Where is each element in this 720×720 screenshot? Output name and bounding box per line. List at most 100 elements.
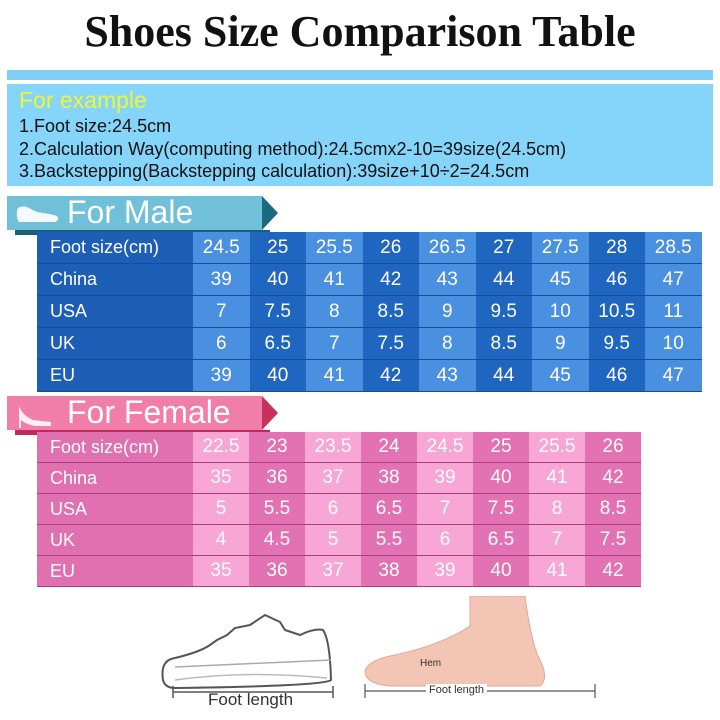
size-cell: 6.5 [249,327,306,360]
foot-size-cell: 23.5 [305,432,361,463]
size-cell: 7.5 [249,295,306,328]
shoe-foot-length-label: Foot length [208,690,294,709]
size-cell: 41 [306,263,363,296]
size-cell: 39 [193,263,250,296]
foot-size-cell: 23 [249,432,305,463]
size-cell: 45 [532,263,589,296]
size-cell: 5 [305,524,361,556]
foot-size-cell: 22.5 [193,432,249,463]
size-cell: 9 [532,327,589,360]
size-cell: 11 [645,295,702,328]
shoe-illustration [161,613,334,698]
size-cell: 6 [417,524,473,556]
row-label: UK [37,524,193,556]
size-cell: 5.5 [249,493,305,525]
size-cell: 7 [417,493,473,525]
size-cell: 39 [193,359,250,392]
size-cell: 35 [193,462,249,494]
size-cell: 40 [473,462,529,494]
size-cell: 7.5 [585,524,641,556]
male-table-row: UK 6 6.5 7 7.5 8 8.5 9 9.5 10 [37,327,702,360]
foot-size-cell: 26.5 [419,232,476,264]
size-cell: 42 [362,263,419,296]
foot-size-cell: 25 [473,432,529,463]
size-cell: 44 [475,359,532,392]
foot-size-cell: 27 [475,232,532,264]
size-cell: 10 [532,295,589,328]
size-cell: 37 [305,462,361,494]
size-cell: 7.5 [362,327,419,360]
size-cell: 10.5 [588,295,645,328]
size-cell: 4 [193,524,249,556]
size-cell: 10 [645,327,702,360]
foot-size-cell: 26 [585,432,641,463]
foot-size-cell: 25.5 [306,232,363,264]
row-label: Foot size(cm) [37,232,193,264]
size-cell: 35 [193,555,249,587]
foot-size-cell: 24.5 [193,232,250,264]
example-heading: For example [19,87,147,113]
foot-size-cell: 25 [249,232,306,264]
size-cell: 39 [417,555,473,587]
male-table-row: China 39 40 41 42 43 44 45 46 47 [37,263,702,296]
size-cell: 36 [249,555,305,587]
size-cell: 7 [193,295,250,328]
size-cell: 40 [473,555,529,587]
example-line: 1.Foot size:24.5cm [19,116,172,136]
foot-hem-label: Hem [420,658,442,669]
foot-size-cell: 24.5 [417,432,473,463]
size-cell: 47 [645,263,702,296]
foot-size-cell: 28 [588,232,645,264]
foot-length-label: Foot length [426,684,488,696]
size-cell: 43 [419,359,476,392]
size-cell: 7 [529,524,585,556]
size-cell: 38 [361,555,417,587]
size-cell: 8.5 [585,493,641,525]
size-cell: 6.5 [361,493,417,525]
size-cell: 7.5 [473,493,529,525]
size-cell: 6 [305,493,361,525]
example-line: 2.Calculation Way(computing method):24.5… [19,139,567,159]
size-cell: 9.5 [475,295,532,328]
foot-size-cell: 24 [361,432,417,463]
size-cell: 7 [306,327,363,360]
size-cell: 46 [588,263,645,296]
shoe-icon [16,206,59,222]
foot-size-cell: 28.5 [645,232,702,264]
example-line: 3.Backstepping(Backstepping calculation)… [19,161,530,181]
female-table-row: EU 35 36 37 38 39 40 41 42 [37,555,641,587]
foot-size-cell: 27.5 [532,232,589,264]
foot-size-cell: 25.5 [529,432,585,463]
size-cell: 8.5 [475,327,532,360]
male-heading: For Male [67,194,194,230]
female-table-row: UK 4 4.5 5 5.5 6 6.5 7 7.5 [37,524,641,556]
size-cell: 38 [361,462,417,494]
foot-illustration [364,596,596,698]
female-heading: For Female [67,394,231,430]
size-cell: 41 [529,462,585,494]
row-label: China [37,263,193,296]
row-label: EU [37,555,193,587]
size-cell: 40 [249,359,306,392]
size-cell: 6.5 [473,524,529,556]
foot-size-cell: 26 [362,232,419,264]
page-title: Shoes Size Comparison Table [84,7,636,56]
size-cell: 42 [362,359,419,392]
size-cell: 4.5 [249,524,305,556]
size-cell: 46 [588,359,645,392]
male-table-row: Foot size(cm) 24.5 25 25.5 26 26.5 27 27.5 28 28.… [37,232,702,264]
size-cell: 40 [249,263,306,296]
size-cell: 37 [305,555,361,587]
size-cell: 8.5 [362,295,419,328]
size-cell: 39 [417,462,473,494]
size-cell: 44 [475,263,532,296]
female-table-row: Foot size(cm) 22.5 23 23.5 24 24.5 25 25.5 26 [37,432,641,463]
male-size-table: Foot size(cm) 24.5 25 25.5 26 26.5 27 27.5 28 28.… [37,232,702,392]
size-cell: 8 [419,327,476,360]
size-cell: 8 [529,493,585,525]
row-label: USA [37,493,193,525]
size-cell: 42 [585,555,641,587]
size-cell: 9 [419,295,476,328]
size-cell: 9.5 [588,327,645,360]
row-label: USA [37,295,193,328]
